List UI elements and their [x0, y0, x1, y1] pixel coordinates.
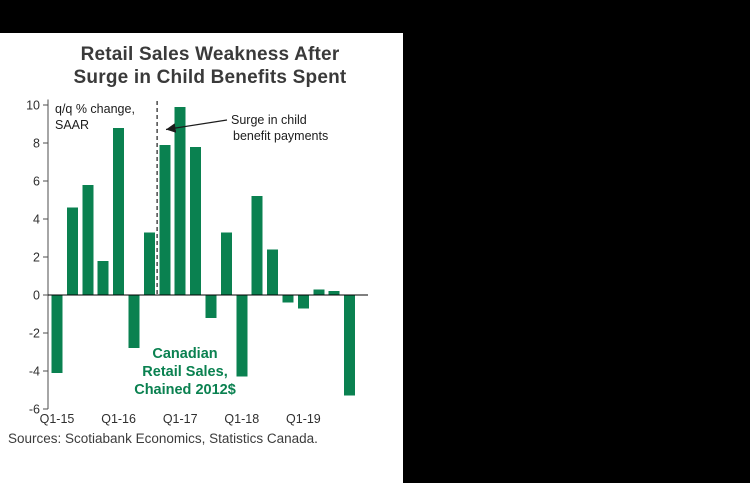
bar-Q1-18 [236, 295, 248, 377]
right-black-panel [403, 0, 750, 483]
annotation-line1: Surge in child [231, 113, 307, 127]
y-tick-label: -6 [29, 403, 40, 417]
bar-Q2-16 [128, 295, 140, 349]
x-tick-label-Q1-15: Q1-15 [40, 412, 75, 426]
bar-Q2-15 [66, 207, 78, 295]
bar-Q1-15 [51, 295, 63, 373]
bar-Q2-19 [313, 289, 325, 295]
bar-Q1-17 [174, 106, 186, 296]
bar-Q4-19 [344, 295, 356, 396]
bar-Q1-19 [297, 295, 309, 309]
axis-units-note-line1: q/q % change, [55, 102, 135, 116]
y-tick-label: 8 [33, 137, 40, 151]
y-tick-label: 0 [33, 289, 40, 303]
series-label-line3: Chained 2012$ [134, 382, 236, 398]
x-tick-label-Q1-16: Q1-16 [101, 412, 136, 426]
y-tick-label: -2 [29, 327, 40, 341]
chart-title-line2: Surge in Child Benefits Spent [73, 67, 347, 88]
bar-Q3-16 [143, 232, 155, 295]
bar-Q3-18 [267, 249, 279, 295]
annotation-line2: benefit payments [233, 129, 328, 143]
sources-note: Sources: Scotiabank Economics, Statistic… [8, 431, 318, 446]
x-tick-label-Q1-17: Q1-17 [163, 412, 198, 426]
bar-Q4-17 [220, 232, 232, 295]
chart-title-line1: Retail Sales Weakness After [80, 44, 340, 65]
bar-Q4-15 [97, 260, 109, 295]
y-tick-label: 2 [33, 251, 40, 265]
bar-Q3-17 [205, 295, 217, 318]
annotation-arrow [165, 119, 228, 133]
bar-Q3-15 [82, 184, 94, 295]
y-axis: 10 8 6 4 2 0 -2 -4 -6 [26, 99, 49, 417]
bar-Q2-17 [190, 146, 202, 295]
bar-Q3-19 [328, 291, 340, 295]
bar-Q4-18 [282, 295, 294, 303]
bar-Q2-18 [251, 196, 263, 295]
chart-title: Retail Sales Weakness After Surge in Chi… [42, 43, 378, 89]
y-tick-label: 6 [33, 175, 40, 189]
axis-units-note-line2: SAAR [55, 118, 89, 132]
x-tick-label-Q1-18: Q1-18 [224, 412, 259, 426]
bar-series [51, 106, 356, 396]
x-tick-label-Q1-19: Q1-19 [286, 412, 321, 426]
series-label-line2: Retail Sales, [142, 364, 227, 380]
bar-Q4-16 [159, 144, 171, 295]
series-label-line1: Canadian [152, 346, 217, 362]
bar-Q1-16 [113, 127, 125, 295]
y-tick-label: -4 [29, 365, 40, 379]
y-tick-label: 10 [26, 99, 40, 113]
x-axis-labels: Q1-15 Q1-16 Q1-17 Q1-18 Q1-19 [40, 412, 321, 426]
y-tick-label: 4 [33, 213, 40, 227]
chart-card: Retail Sales Weakness After Surge in Chi… [0, 33, 403, 483]
